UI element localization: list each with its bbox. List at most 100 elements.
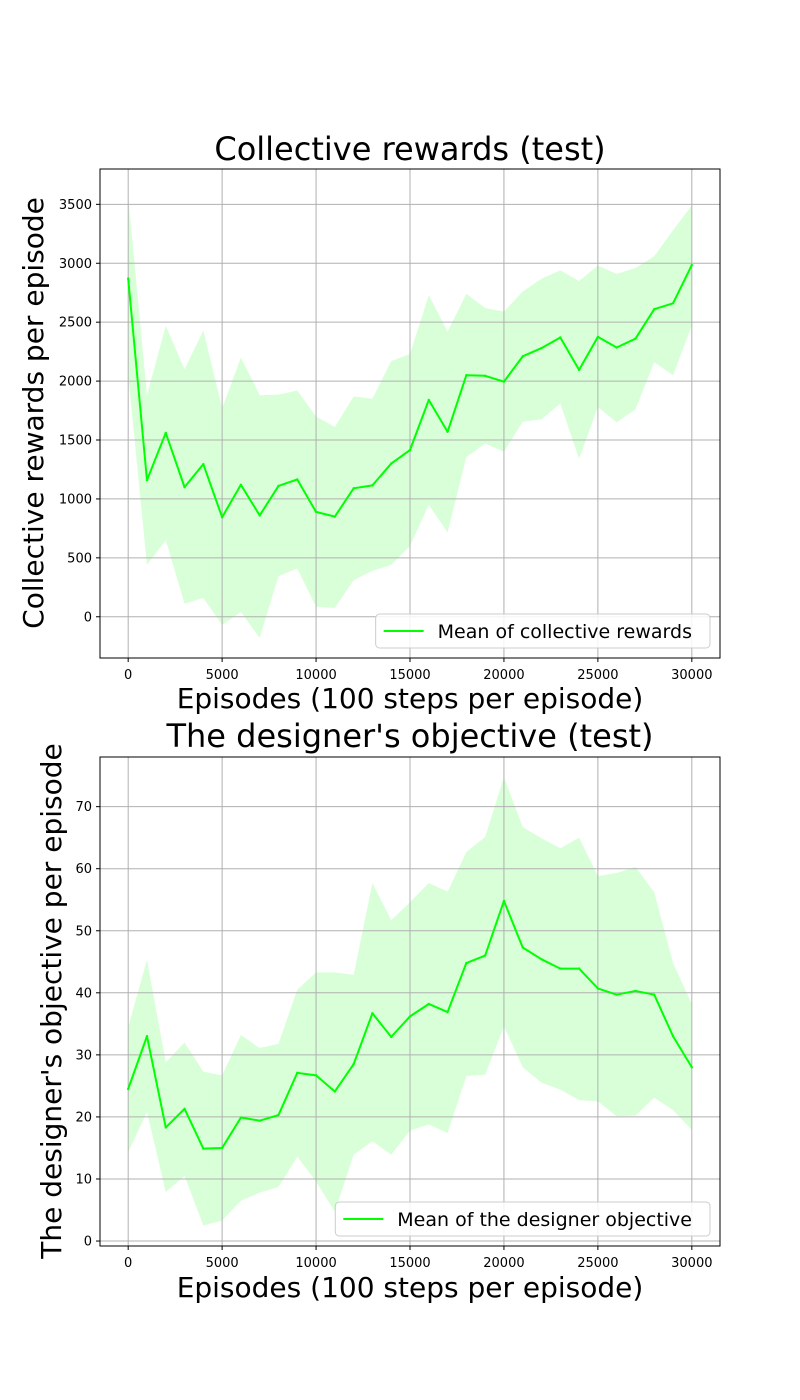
y-tick-label: 40 xyxy=(75,986,92,1001)
data-point xyxy=(634,989,637,993)
data-point xyxy=(202,462,205,466)
data-point xyxy=(145,478,149,482)
y-tick-label: 3000 xyxy=(59,257,92,272)
x-axis-label: Episodes (100 steps per episode) xyxy=(177,1271,644,1304)
data-point xyxy=(371,1012,374,1015)
x-axis-label: Episodes (100 steps per episode) xyxy=(177,682,644,715)
data-point xyxy=(277,484,280,488)
data-point xyxy=(164,1126,167,1129)
data-point xyxy=(615,993,618,996)
data-point xyxy=(653,308,656,311)
data-point xyxy=(427,1002,430,1006)
y-tick-label: 2000 xyxy=(59,375,92,390)
x-tick-label: 0 xyxy=(124,1256,132,1271)
data-point xyxy=(352,487,355,490)
data-point xyxy=(559,967,562,970)
x-tick-label: 15000 xyxy=(389,1256,430,1271)
data-point xyxy=(559,336,562,339)
data-point xyxy=(258,1119,261,1122)
x-tick-label: 30000 xyxy=(671,668,712,683)
data-point xyxy=(427,398,430,402)
y-tick-label: 1500 xyxy=(59,434,92,449)
data-point xyxy=(540,958,543,961)
y-tick-label: 70 xyxy=(75,800,92,815)
data-point xyxy=(371,484,374,487)
data-point xyxy=(671,1035,675,1038)
data-point xyxy=(596,335,600,339)
data-point xyxy=(521,355,524,358)
data-point xyxy=(239,483,243,486)
data-point xyxy=(465,961,468,965)
data-point xyxy=(296,1071,299,1075)
x-tick-label: 0 xyxy=(124,668,132,683)
data-point xyxy=(164,431,167,435)
data-point xyxy=(408,448,412,452)
data-point xyxy=(352,1062,355,1066)
x-tick-label: 5000 xyxy=(206,668,239,683)
y-tick-label: 10 xyxy=(75,1172,92,1187)
x-tick-label: 10000 xyxy=(295,1256,336,1271)
legend-label: Mean of collective rewards xyxy=(438,621,692,643)
data-point xyxy=(577,368,581,372)
data-point xyxy=(502,380,506,383)
x-tick-label: 10000 xyxy=(295,668,336,683)
legend: Mean of collective rewards xyxy=(375,613,711,649)
data-point xyxy=(220,515,224,519)
data-point xyxy=(483,954,487,957)
designer-objective-chart: The designer's objective (test) Episodes… xyxy=(35,717,721,1304)
data-point xyxy=(653,993,656,996)
data-point xyxy=(690,263,694,267)
data-point xyxy=(126,277,130,280)
data-point xyxy=(183,485,186,489)
y-axis-label: The designer's objective per episode xyxy=(35,743,68,1259)
x-tick-label: 25000 xyxy=(577,1256,618,1271)
data-point xyxy=(446,430,449,433)
data-point xyxy=(314,1074,318,1077)
x-tick-label: 20000 xyxy=(483,668,524,683)
data-point xyxy=(615,346,618,349)
y-tick-label: 3500 xyxy=(59,198,92,213)
y-tick-label: 500 xyxy=(67,551,92,566)
data-point xyxy=(183,1107,186,1111)
x-tick-label: 15000 xyxy=(389,668,430,683)
data-point xyxy=(314,510,318,514)
y-tick-label: 50 xyxy=(75,924,92,939)
x-tick-label: 20000 xyxy=(483,1256,524,1271)
data-point xyxy=(202,1147,205,1150)
y-tick-label: 60 xyxy=(75,862,92,877)
x-tick-label: 30000 xyxy=(671,1256,712,1271)
data-point xyxy=(502,899,506,903)
data-point xyxy=(465,374,468,377)
data-point xyxy=(577,967,581,970)
x-tick-label: 5000 xyxy=(206,1256,239,1271)
data-point xyxy=(634,337,637,340)
data-point xyxy=(220,1146,224,1150)
y-tick-label: 2500 xyxy=(59,316,92,331)
y-tick-label: 1000 xyxy=(59,492,92,507)
legend-label: Mean of the designer objective xyxy=(397,1209,692,1231)
data-point xyxy=(483,374,487,377)
data-point xyxy=(239,1116,243,1119)
data-point xyxy=(390,462,393,465)
data-point xyxy=(596,987,600,990)
chart-title: The designer's objective (test) xyxy=(165,717,653,755)
x-tick-label: 25000 xyxy=(577,668,618,683)
chart-title: Collective rewards (test) xyxy=(214,130,605,168)
y-tick-label: 0 xyxy=(84,1235,92,1250)
y-tick-label: 0 xyxy=(84,610,92,625)
data-point xyxy=(145,1035,149,1038)
data-point xyxy=(446,1010,449,1014)
legend-box xyxy=(375,613,711,649)
data-point xyxy=(333,1090,337,1093)
y-axis-label: Collective rewards per episode xyxy=(17,197,50,629)
data-point xyxy=(690,1066,694,1069)
plot-area xyxy=(100,169,720,658)
data-point xyxy=(671,302,675,305)
data-point xyxy=(258,514,261,517)
data-point xyxy=(540,346,543,350)
legend-box xyxy=(334,1201,711,1237)
data-point xyxy=(277,1113,280,1117)
plot-area xyxy=(100,757,720,1246)
